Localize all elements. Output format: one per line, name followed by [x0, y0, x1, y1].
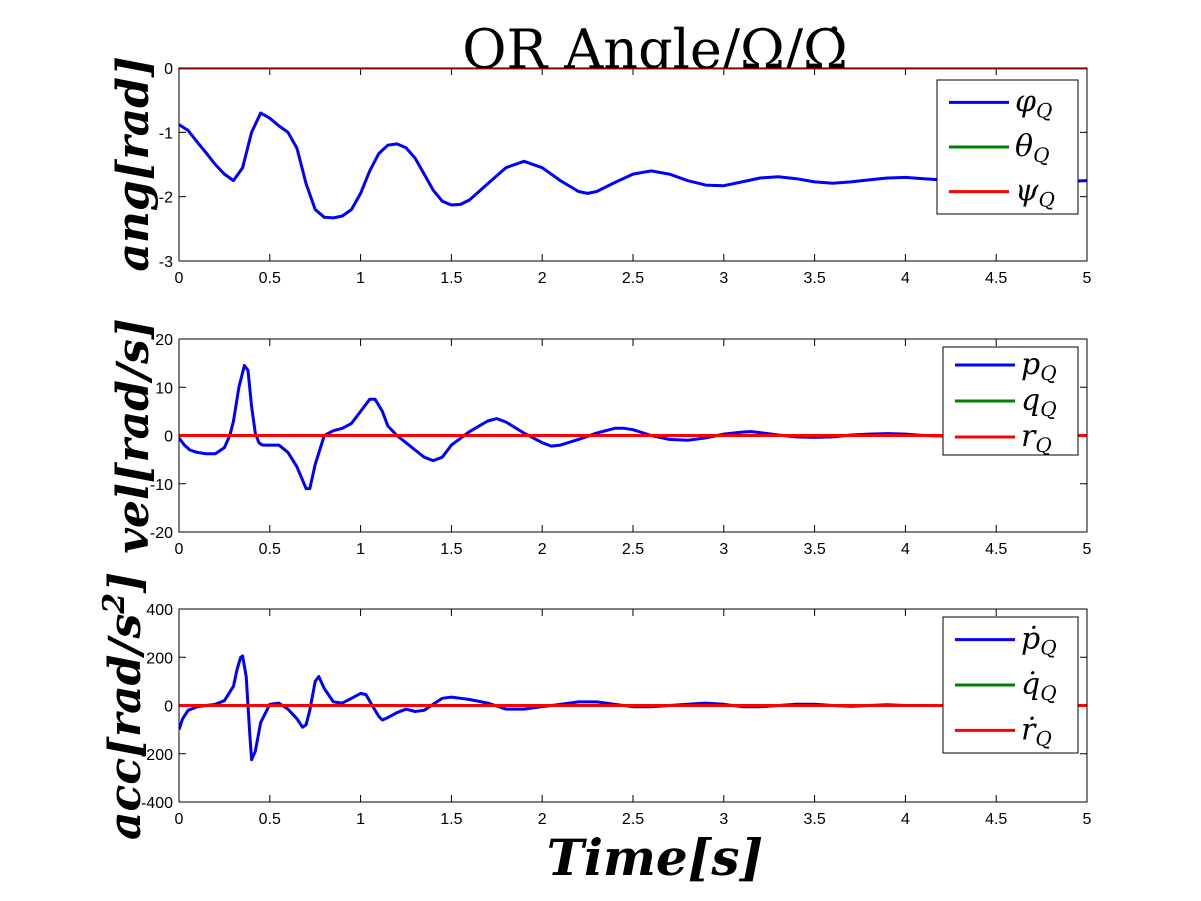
axes-frame [178, 608, 1088, 803]
legend-entry-subscript: Q [1036, 98, 1052, 122]
x-tick-label: 4 [901, 811, 910, 828]
y-tick-label: 0 [164, 699, 173, 716]
legend-entry-symbol: ṗ [1021, 622, 1040, 657]
x-tick-label: 2 [538, 541, 547, 558]
x-tick-label: 2.5 [622, 811, 644, 828]
ylabel-velocity: vel[rad/s] [108, 318, 159, 553]
x-tick-label: 0 [175, 541, 184, 558]
legend-entry-symbol: ṙ [1021, 712, 1037, 747]
legend-entry-subscript: Q [1033, 143, 1049, 167]
legend-entry: rQ [1021, 419, 1052, 457]
x-tick-label: 0.5 [259, 811, 281, 828]
legend-entry: ψQ [1015, 174, 1055, 212]
legend-entry: ṗQ [1021, 622, 1057, 660]
y-tick-label: -1 [159, 125, 173, 142]
legend-entry-subscript: Q [1039, 188, 1055, 212]
y-tick-label: -20 [150, 525, 173, 542]
y-tick-label: 200 [146, 650, 173, 667]
y-tick-label: 20 [155, 332, 173, 349]
x-tick-label: 3.5 [803, 811, 825, 828]
y-tick-label: 0 [164, 429, 173, 446]
x-tick-label: 2 [538, 811, 547, 828]
x-tick-label: 3.5 [803, 270, 825, 287]
x-tick-label: 1 [356, 541, 365, 558]
plot-area-angle [179, 68, 1087, 261]
x-tick-label: 0.5 [259, 541, 281, 558]
x-tick-label: 1.5 [440, 270, 462, 287]
legend-entry-subscript: Q [1035, 433, 1051, 457]
x-tick-label: 2.5 [622, 541, 644, 558]
legend-entry-symbol: p [1021, 347, 1040, 382]
ylabel-acc-main: acc[rad/s [100, 614, 151, 840]
x-tick-label: 5 [1083, 541, 1092, 558]
y-tick-label: 0 [164, 61, 173, 78]
y-tick-label: -400 [141, 795, 173, 812]
ylabel-acc-sup: 2 [97, 593, 132, 615]
x-tick-label: 5 [1083, 811, 1092, 828]
x-tick-label: 3 [719, 541, 728, 558]
x-tick-label: 2 [538, 270, 547, 287]
y-tick-label: -10 [150, 477, 173, 494]
x-tick-label: 1.5 [440, 811, 462, 828]
x-tick-label: 5 [1083, 270, 1092, 287]
x-tick-label: 3 [719, 270, 728, 287]
subplot-acceleration: 0 0.5 1 1.5 2 2.5 3 3.5 4 4.5 54002000-200-400ṗQq̇… [141, 602, 1092, 828]
x-tick-label: 4.5 [985, 541, 1007, 558]
series-line-angle-0 [179, 111, 1087, 220]
x-tick-label: 1.5 [440, 541, 462, 558]
x-tick-label: 4.5 [985, 811, 1007, 828]
legend-entry: θQ [1015, 129, 1049, 167]
xlabel-time: Time[s] [547, 828, 763, 887]
ylabel-angle: ang[rad] [108, 56, 159, 271]
legend-entry-symbol: ψ [1015, 174, 1039, 209]
x-tick-label: 1 [356, 270, 365, 287]
legend-entry-symbol: q̇ [1021, 667, 1040, 702]
x-tick-label: 1 [356, 811, 365, 828]
axes-frame [178, 338, 1088, 533]
ylabel-acc-end: ] [100, 572, 151, 594]
legend-entry: qQ [1021, 383, 1057, 421]
y-tick-label: 400 [146, 602, 173, 619]
legend-entry-subscript: Q [1040, 361, 1056, 385]
legend-entry-subscript: Q [1040, 397, 1056, 421]
y-tick-label: -2 [159, 190, 173, 207]
x-tick-label: 3 [719, 811, 728, 828]
y-tick-label: -3 [159, 254, 173, 271]
y-tick-label: -200 [141, 747, 173, 764]
x-tick-label: 4 [901, 541, 910, 558]
legend-entry-subscript: Q [1035, 726, 1051, 750]
x-tick-label: 4.5 [985, 270, 1007, 287]
x-tick-label: 4 [901, 270, 910, 287]
legend-entry-symbol: φ [1015, 84, 1036, 119]
legend-entry: pQ [1021, 347, 1057, 385]
legend-entry-symbol: q [1021, 383, 1040, 418]
axes-frame [178, 67, 1088, 262]
legend-entry-symbol: r [1021, 419, 1037, 454]
x-tick-label: 3.5 [803, 541, 825, 558]
legend-entry: ṙQ [1021, 712, 1052, 750]
legend-entry: q̇Q [1021, 667, 1057, 705]
x-tick-label: 0.5 [259, 270, 281, 287]
ylabel-acceleration: acc[rad/s2] [97, 572, 151, 840]
x-tick-label: 2.5 [622, 270, 644, 287]
legend-entry-subscript: Q [1040, 636, 1056, 660]
x-tick-label: 0 [175, 811, 184, 828]
legend-entry-symbol: θ [1015, 129, 1033, 164]
y-tick-label: 10 [155, 380, 173, 397]
legend-entry: φQ [1015, 84, 1052, 122]
x-tick-label: 0 [175, 270, 184, 287]
legend-entry-subscript: Q [1040, 681, 1056, 705]
